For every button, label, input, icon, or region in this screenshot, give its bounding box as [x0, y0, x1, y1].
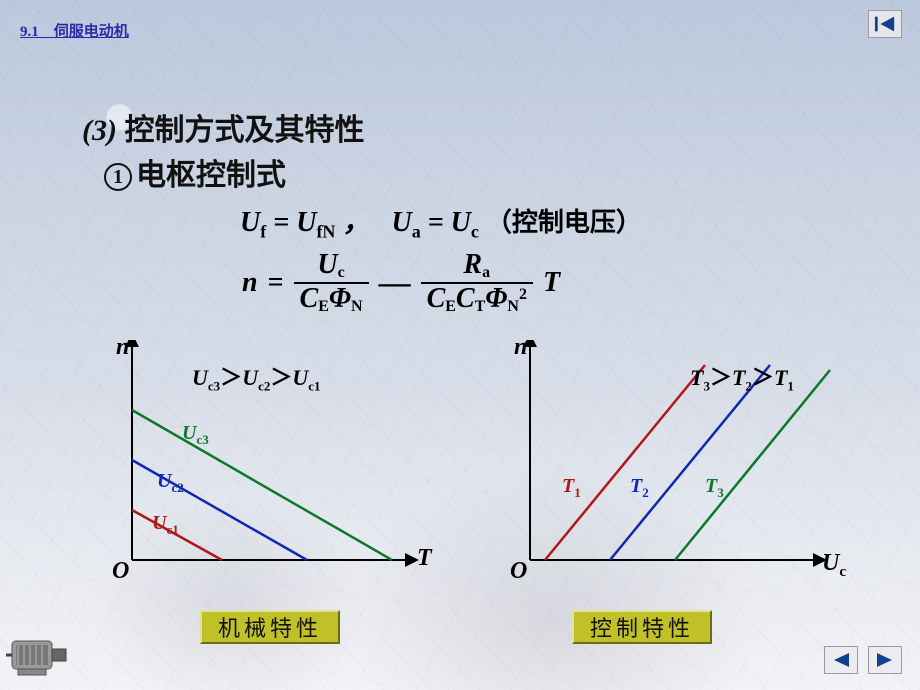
eq-comma: ， — [335, 207, 370, 238]
rel-gt: ＞ — [752, 365, 774, 390]
eq-sym: C — [427, 283, 446, 314]
rel-sym: U — [192, 365, 208, 390]
eq-sym: T — [543, 267, 560, 299]
rel-sym: T — [732, 365, 745, 390]
nav-bottom — [824, 646, 902, 674]
y-axis-label: n — [514, 334, 527, 361]
equation-line-1: Uf = UfN ， Ua = Uc （控制电压） — [240, 200, 642, 243]
series-label: T2 — [630, 475, 649, 501]
rel-sym: U — [242, 365, 258, 390]
nav-next-button[interactable] — [868, 646, 902, 674]
heading-prefix: (3) — [82, 114, 124, 147]
caption-control[interactable]: 控制特性 — [572, 610, 712, 644]
eq-sym: C — [300, 283, 319, 314]
next-icon — [875, 652, 895, 668]
caption-mechanical[interactable]: 机械特性 — [200, 610, 340, 644]
heading-sub: 1电枢控制式 — [104, 150, 286, 194]
eq-sub: fN — [316, 222, 335, 242]
series-label: Uc2 — [157, 470, 184, 496]
chart-mechanical: n T O Uc3＞Uc2＞Uc1 Uc1Uc2Uc3 — [92, 340, 452, 600]
eq-sym: U — [240, 207, 260, 238]
eq-note: （控制电压） — [486, 208, 642, 237]
fraction-2: Ra CECTΦN2 — [421, 250, 533, 315]
rel-sub: c3 — [208, 378, 220, 393]
prev-icon — [831, 652, 851, 668]
eq-sub: N — [351, 298, 363, 315]
eq-minus: — — [379, 264, 411, 301]
eq-sup: 2 — [519, 286, 527, 303]
rel-sym: T — [774, 365, 787, 390]
eq-sub: a — [412, 222, 421, 242]
fraction-1: Uc CEΦN — [294, 250, 369, 315]
rel-sym: U — [292, 365, 308, 390]
relation-label: Uc3＞Uc2＞Uc1 — [192, 360, 321, 394]
eq-sub: T — [475, 298, 486, 315]
eq-sub: c — [471, 222, 479, 242]
eq-sym: Φ — [485, 283, 507, 314]
motor-icon — [4, 627, 74, 682]
relation-label: T3＞T2＞T1 — [690, 360, 794, 394]
circled-number: 1 — [104, 163, 132, 191]
eq-sub: N — [507, 298, 519, 315]
eq-sym: Φ — [329, 283, 351, 314]
eq-sub: E — [445, 298, 456, 315]
chart-control: n Uc O T3＞T2＞T1 T1T2T3 — [490, 340, 850, 600]
eq-sym: R — [463, 249, 482, 280]
sub-heading-text: 电枢控制式 — [136, 159, 286, 192]
x-label-sub: c — [839, 564, 846, 580]
series-label: Uc3 — [182, 422, 209, 448]
nav-prev-button[interactable] — [824, 646, 858, 674]
chart-svg — [490, 340, 850, 600]
equation-line-2: n = Uc CEΦN — Ra CECTΦN2 T — [242, 250, 560, 315]
origin-label: O — [510, 558, 527, 585]
rel-sub: 1 — [787, 378, 794, 393]
eq-sub: a — [482, 264, 490, 281]
eq-sym: U — [317, 249, 337, 280]
eq-sub: E — [318, 298, 329, 315]
rel-gt: ＞ — [270, 365, 292, 390]
eq-sym: n — [242, 267, 258, 299]
eq-sym: U — [451, 207, 471, 238]
series-label: Uc1 — [152, 512, 179, 538]
rel-sym: T — [690, 365, 703, 390]
rel-sub: c2 — [258, 378, 270, 393]
eq-sub: c — [338, 264, 345, 281]
y-axis-label: n — [116, 334, 129, 361]
eq-op: = — [268, 267, 284, 299]
series-label: T1 — [562, 475, 581, 501]
series-label: T3 — [705, 475, 724, 501]
eq-sym: C — [456, 283, 475, 314]
eq-op: = — [421, 207, 451, 238]
origin-label: O — [112, 558, 129, 585]
heading-text: 控制方式及其特性 — [124, 114, 364, 147]
rel-sub: c1 — [308, 378, 320, 393]
rel-gt: ＞ — [220, 365, 242, 390]
x-axis-label: Uc — [822, 550, 846, 581]
rel-gt: ＞ — [710, 365, 732, 390]
slide-content: (3) 控制方式及其特性 1电枢控制式 Uf = UfN ， Ua = Uc （… — [0, 0, 920, 690]
eq-sym: U — [296, 207, 316, 238]
eq-sym: U — [391, 207, 411, 238]
eq-op: = — [266, 207, 296, 238]
heading-level-3: (3) 控制方式及其特性 — [82, 105, 364, 149]
x-label-sym: U — [822, 550, 839, 576]
x-axis-label: T — [417, 545, 432, 572]
